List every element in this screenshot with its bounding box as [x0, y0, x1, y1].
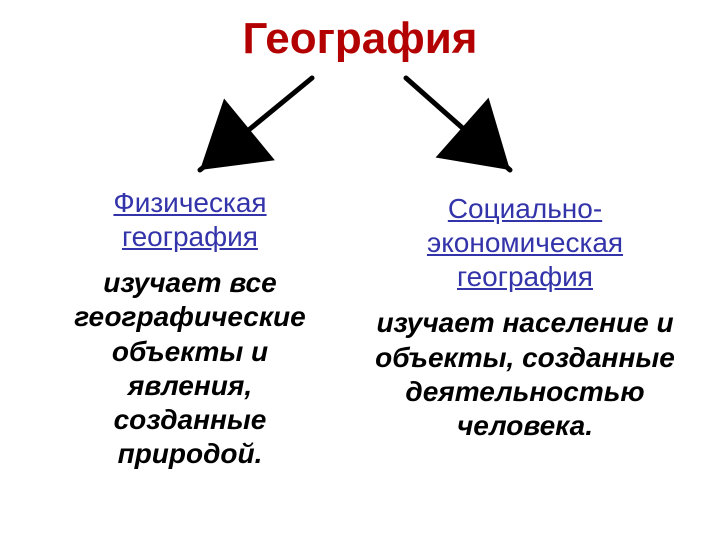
branch-right: Социально-экономическая география изучае… — [370, 192, 680, 443]
branch-left-title: Физическая география — [60, 186, 320, 254]
diagram-title: География — [0, 14, 720, 64]
arrow-right — [406, 78, 510, 170]
arrow-left — [200, 78, 312, 170]
branch-left: Физическая география изучает все географ… — [60, 186, 320, 471]
branch-right-desc: изучает население и объекты, созданные д… — [370, 306, 680, 443]
branch-right-title: Социально-экономическая география — [370, 192, 680, 294]
branch-left-desc: изучает все географические объекты и явл… — [60, 266, 320, 471]
diagram-canvas: География Физическая география изучает в… — [0, 0, 720, 540]
